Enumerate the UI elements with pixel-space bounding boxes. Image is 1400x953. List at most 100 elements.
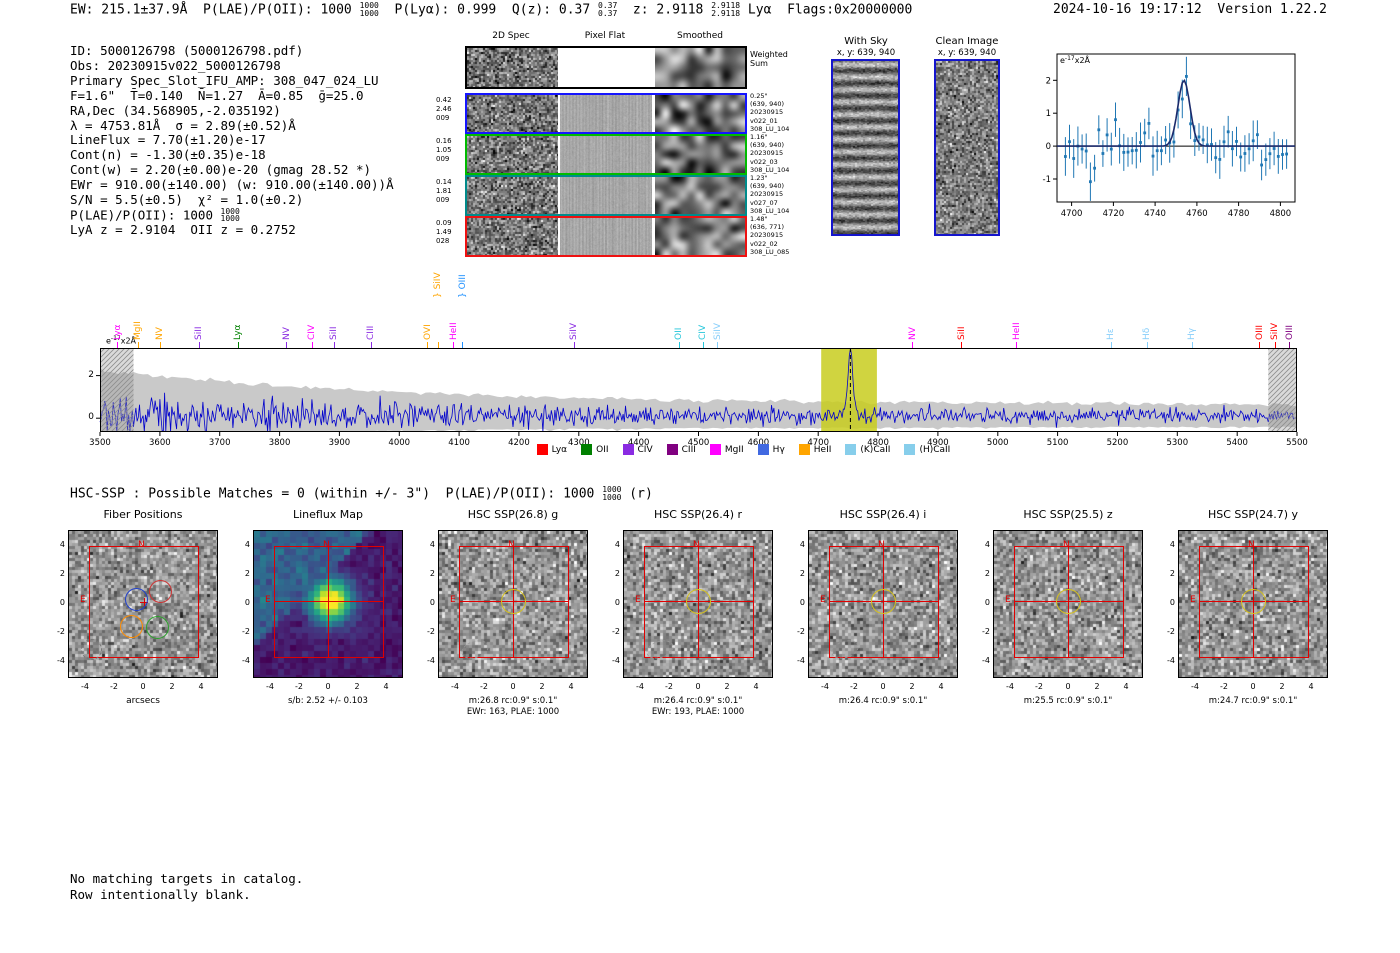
cutout-ytick: 2 bbox=[244, 569, 250, 578]
svg-text:4800: 4800 bbox=[1270, 209, 1292, 219]
cutout-ytick: 2 bbox=[799, 569, 805, 578]
emission-line-label: Lyα bbox=[112, 324, 123, 340]
extent-square bbox=[274, 546, 384, 658]
row-annotation: 0.25" (639, 940) 20230915 v022_01 308_LU_104 bbox=[750, 92, 790, 133]
cutout-xtick: 4 bbox=[938, 682, 944, 691]
emission-line-label: SiIV bbox=[569, 322, 579, 340]
svg-text:0: 0 bbox=[1046, 142, 1051, 152]
cutout-ytick: 0 bbox=[244, 598, 250, 607]
legend-label: (K)CaII bbox=[860, 444, 891, 455]
fiber-circle bbox=[125, 587, 149, 611]
spec2d-row-2 bbox=[465, 134, 747, 175]
cutout-xtick: -2 bbox=[295, 682, 303, 691]
clean-image bbox=[934, 59, 1000, 236]
legend-swatch bbox=[845, 444, 857, 455]
cutout-ytick: 4 bbox=[799, 540, 805, 549]
emission-line-tick bbox=[717, 342, 719, 348]
emission-line-fit-plot: 4700 4720 4740 4760 4780 4800 -1 0 1 2 e-17x2Å bbox=[1025, 44, 1335, 232]
aperture-circle bbox=[686, 589, 711, 614]
cutout-caption: m:26.4 rc:0.9" s:0.1" bbox=[838, 696, 928, 706]
emission-line-tick bbox=[117, 342, 119, 348]
cutout-xtick: 0 bbox=[510, 682, 516, 691]
legend-swatch bbox=[581, 444, 593, 455]
summary-header-line: EW: 215.1±37.9Å P(LAE)/P(OII): 1000 1000… bbox=[70, 1, 913, 18]
legend-label: Hγ bbox=[772, 444, 785, 455]
cutout-ytick: 4 bbox=[429, 540, 435, 549]
report-meta: 2024-10-16 19:17:12 Version 1.22.2 bbox=[1053, 2, 1327, 17]
emission-line-label: NV bbox=[907, 327, 918, 340]
cutout-ytick: 2 bbox=[429, 569, 435, 578]
cutout-xtick: 4 bbox=[568, 682, 574, 691]
legend-item: MgII bbox=[709, 444, 744, 455]
weighted-sum-label: Weighted Sum bbox=[750, 50, 788, 68]
spectrum-xtick: 4200 bbox=[508, 438, 530, 448]
info-line-5: RA,Dec (34.568905,-2.035192) bbox=[70, 102, 281, 118]
cutout-xtick: 4 bbox=[753, 682, 759, 691]
cutout-title: HSC SSP(25.5) z bbox=[1023, 508, 1113, 521]
report-timestamp: 2024-10-16 19:17:12 bbox=[1053, 2, 1202, 17]
emission-line-label: SiIV bbox=[1270, 322, 1281, 340]
smoothed-image bbox=[655, 95, 745, 132]
spectrum-xtick: 4700 bbox=[807, 438, 829, 448]
emission-line-tick bbox=[286, 342, 288, 348]
cutout-ytick: 2 bbox=[614, 569, 620, 578]
svg-text:4700: 4700 bbox=[1061, 209, 1083, 219]
image-panel-coords: x, y: 639, 940 bbox=[937, 48, 997, 58]
emission-line-tick bbox=[1274, 342, 1276, 348]
info-line-12: P(LAE)/P(OII): 1000 1000 1000 bbox=[70, 206, 240, 224]
emission-line-tick bbox=[237, 342, 239, 348]
east-label: E bbox=[820, 595, 826, 605]
emission-line-tick bbox=[912, 342, 914, 348]
aperture-circle bbox=[1056, 589, 1081, 614]
svg-text:e-17x2Å: e-17x2Å bbox=[1060, 54, 1091, 65]
emission-line-tick bbox=[702, 342, 704, 348]
cutout-ytick: 0 bbox=[59, 598, 65, 607]
stacked-fraction: 1000 1000 bbox=[602, 485, 622, 502]
extent-square bbox=[459, 546, 569, 658]
pixel-flat-image bbox=[560, 218, 652, 255]
east-label: E bbox=[635, 595, 641, 605]
info-line-13: LyA z = 2.9104 OII z = 0.2752 bbox=[70, 222, 296, 238]
cutout-title: HSC SSP(24.7) y bbox=[1207, 508, 1299, 521]
stacked-fraction: 2.9118 2.9118 bbox=[711, 1, 741, 18]
legend-swatch bbox=[798, 444, 810, 455]
emission-line-label: SiII bbox=[329, 326, 339, 340]
emission-line-tick bbox=[137, 342, 139, 348]
cutout-ytick: -2 bbox=[982, 627, 990, 636]
svg-text:1: 1 bbox=[1046, 109, 1051, 119]
cutout-xtick: 0 bbox=[1250, 682, 1256, 691]
stacked-fraction: 1000 1000 bbox=[359, 1, 379, 18]
north-label: N bbox=[138, 540, 145, 550]
fiber-circle bbox=[120, 615, 144, 639]
cutout-ytick: -2 bbox=[1167, 627, 1175, 636]
legend-item: HeII bbox=[798, 444, 831, 455]
cutout-ytick: 0 bbox=[799, 598, 805, 607]
cutout-ytick: -4 bbox=[1167, 656, 1175, 665]
cutout-ytick: -4 bbox=[242, 656, 250, 665]
spectrum-xtick: 3500 bbox=[89, 438, 111, 448]
fiber-circle bbox=[149, 579, 173, 603]
cutout-title: Fiber Positions bbox=[103, 508, 183, 521]
cutout-ytick: 0 bbox=[429, 598, 435, 607]
spectrum-xtick: 5300 bbox=[1166, 438, 1189, 448]
spectrum-legend: Lyα OII CIV CIII MgII Hγ HeII (K)CaII (H)CaII bbox=[145, 444, 1342, 455]
pixel-flat-image bbox=[560, 177, 652, 214]
emission-line-label: CIV bbox=[698, 324, 709, 340]
crosshair-h bbox=[274, 601, 384, 602]
smoothed-image bbox=[655, 136, 745, 173]
emission-line-label: SiIV bbox=[712, 322, 723, 340]
cutout-xtick: 4 bbox=[198, 682, 204, 691]
cutout-xtick: 0 bbox=[1065, 682, 1071, 691]
info-line-7: LineFlux = 7.70(±1.20)e-17 bbox=[70, 132, 266, 148]
legend-swatch bbox=[709, 444, 721, 455]
legend-item: OII bbox=[581, 444, 609, 455]
row-annotation: 1.48" (636, 771) 20230915 v022_02 308_LU_085 bbox=[750, 215, 790, 256]
svg-text:-1: -1 bbox=[1043, 175, 1051, 185]
stacked-fraction: 1000 1000 bbox=[220, 206, 240, 224]
svg-text:4760: 4760 bbox=[1186, 209, 1208, 219]
